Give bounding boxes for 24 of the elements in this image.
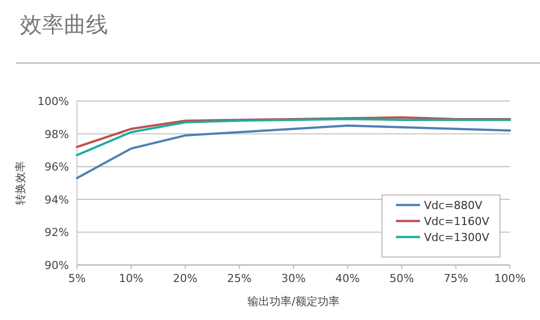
x-tick-label: 75%	[444, 272, 468, 285]
x-tick-label: 10%	[118, 272, 144, 285]
x-tick-label: 30%	[281, 272, 306, 285]
legend-label: Vdc=880V	[424, 199, 483, 212]
y-tick-label: 92%	[44, 226, 69, 240]
x-tick-label: 50%	[390, 272, 414, 285]
y-axis-title: 转换效率	[14, 161, 27, 205]
x-axis-title: 输出功率/额定功率	[248, 295, 340, 308]
y-tick-label: 98%	[44, 128, 69, 141]
x-tick-label: 5%	[68, 272, 86, 285]
line-series	[76, 116, 512, 148]
legend-label: Vdc=1300V	[424, 231, 490, 244]
y-tick-label: 94%	[44, 193, 69, 206]
line-series	[76, 118, 512, 156]
line-series	[76, 124, 512, 180]
y-tick-label: 90%	[44, 259, 69, 272]
x-tick-label: 40%	[335, 272, 360, 285]
y-tick-label: 96%	[44, 160, 69, 174]
chart-title: 效率曲线	[20, 13, 108, 38]
x-tick-label: 25%	[227, 272, 252, 285]
y-tick-label: 100%	[38, 95, 69, 108]
legend-label: Vdc=1160V	[424, 215, 490, 228]
x-tick-label: 20%	[173, 272, 198, 285]
x-tick-label: 100%	[494, 272, 526, 285]
